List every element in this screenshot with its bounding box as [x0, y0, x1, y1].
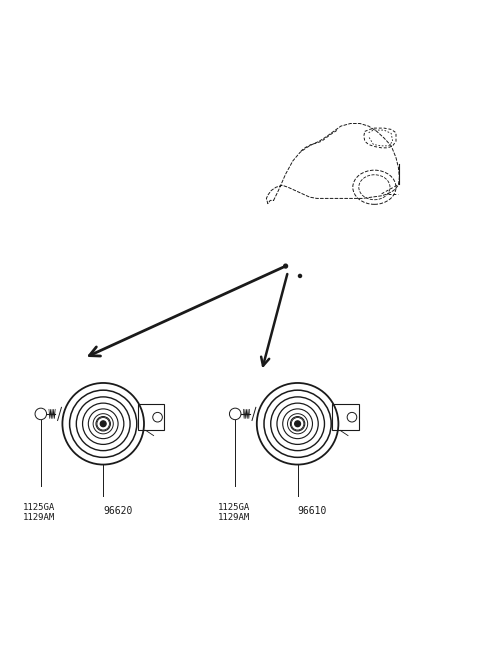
Text: 1125GA
1129AM: 1125GA 1129AM [217, 503, 250, 522]
Bar [138, 404, 164, 430]
Text: 1125GA
1129AM: 1125GA 1129AM [23, 503, 56, 522]
Circle shape [295, 421, 300, 426]
Circle shape [299, 275, 301, 277]
Text: 96610: 96610 [298, 506, 327, 516]
Circle shape [100, 421, 106, 426]
Circle shape [284, 264, 288, 268]
Bar [332, 404, 359, 430]
Text: 96620: 96620 [103, 506, 132, 516]
